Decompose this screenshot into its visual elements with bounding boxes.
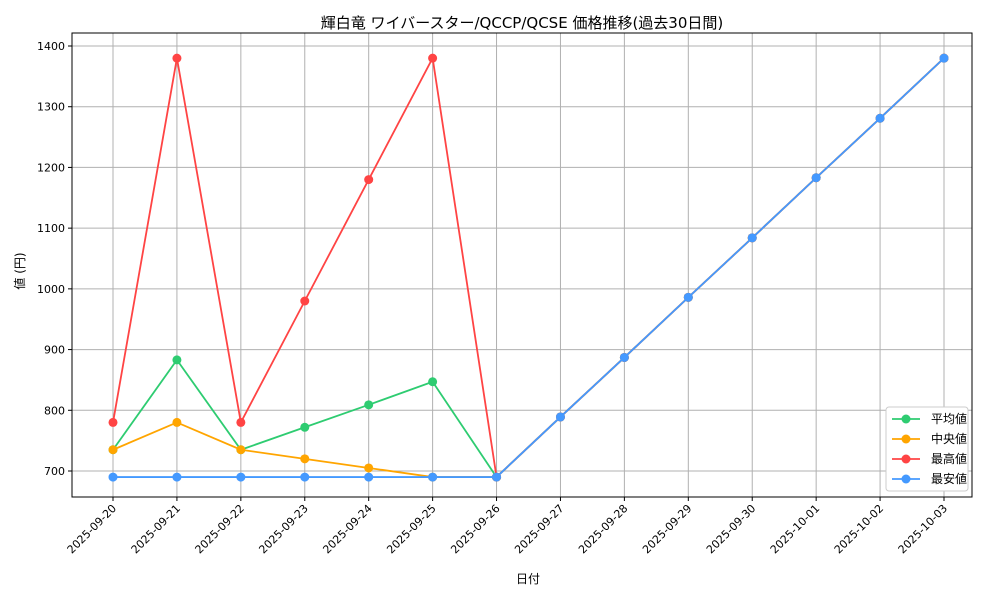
y-tick-label: 800 (44, 404, 65, 417)
data-point (108, 417, 118, 427)
x-tick-label: 2025-09-20 (65, 502, 119, 556)
x-tick-label: 2025-09-21 (129, 502, 183, 556)
data-point (236, 472, 246, 482)
series-line (112, 57, 945, 478)
data-point (172, 417, 182, 427)
y-tick-label: 1000 (37, 283, 65, 296)
x-tick-label: 2025-09-25 (384, 502, 438, 556)
data-point (300, 422, 310, 432)
x-tick-label: 2025-09-23 (256, 502, 310, 556)
y-tick-label: 700 (44, 465, 65, 478)
legend-marker (901, 434, 911, 444)
data-point (236, 445, 246, 455)
x-axis-label: 日付 (516, 572, 540, 586)
data-point (300, 454, 310, 464)
legend-box (885, 406, 969, 492)
series-2 (108, 53, 949, 482)
data-point (683, 292, 693, 302)
x-tick-label: 2025-09-30 (704, 502, 758, 556)
data-point (236, 417, 246, 427)
data-point (619, 352, 629, 362)
y-tick-label: 1300 (37, 101, 65, 114)
x-tick-label: 2025-09-27 (512, 502, 566, 556)
data-point (172, 53, 182, 63)
data-point (747, 233, 757, 243)
legend-label: 中央値 (931, 431, 967, 446)
x-tick-label: 2025-09-28 (576, 502, 630, 556)
legend-label: 最高値 (931, 451, 967, 466)
x-tick-label: 2025-09-26 (448, 502, 502, 556)
data-point (172, 472, 182, 482)
data-point (492, 472, 502, 482)
data-point (555, 412, 565, 422)
y-tick-label: 1100 (37, 222, 65, 235)
data-point (108, 445, 118, 455)
data-point (364, 463, 374, 473)
x-tick-label: 2025-10-03 (896, 502, 950, 556)
series-line (113, 57, 945, 478)
legend-marker (901, 474, 911, 484)
series-4 (108, 53, 949, 482)
x-tick-label: 2025-09-24 (320, 502, 374, 556)
data-point (811, 173, 821, 183)
data-point (428, 53, 438, 63)
data-point (364, 400, 374, 410)
data-point (300, 472, 310, 482)
data-point (939, 53, 949, 63)
legend-label: 最安値 (931, 471, 967, 486)
chart-title: 輝白竜 ワイバースター/QCCP/QCSE 価格推移(過去30日間) (321, 14, 723, 32)
x-tick-label: 2025-10-01 (768, 502, 822, 556)
y-tick-label: 1200 (37, 161, 65, 174)
series-3 (108, 53, 949, 482)
legend-marker (901, 454, 911, 464)
y-tick-label: 900 (44, 344, 65, 357)
data-point (364, 472, 374, 482)
series-line (112, 57, 945, 479)
series-line (112, 55, 945, 479)
data-point (428, 377, 438, 387)
legend-marker (901, 414, 911, 424)
plot-frame (71, 32, 973, 498)
legend-label: 平均値 (931, 411, 967, 426)
data-point (108, 472, 118, 482)
data-point (172, 355, 182, 365)
data-point (300, 296, 310, 306)
data-point (428, 472, 438, 482)
series-1 (108, 53, 949, 482)
data-point (875, 113, 885, 123)
x-tick-label: 2025-09-29 (640, 502, 694, 556)
x-tick-label: 2025-09-22 (193, 502, 247, 556)
x-tick-label: 2025-10-02 (832, 502, 886, 556)
data-point (364, 175, 374, 185)
y-axis-label: 値 (円) (12, 252, 27, 289)
y-tick-label: 1400 (37, 40, 65, 53)
